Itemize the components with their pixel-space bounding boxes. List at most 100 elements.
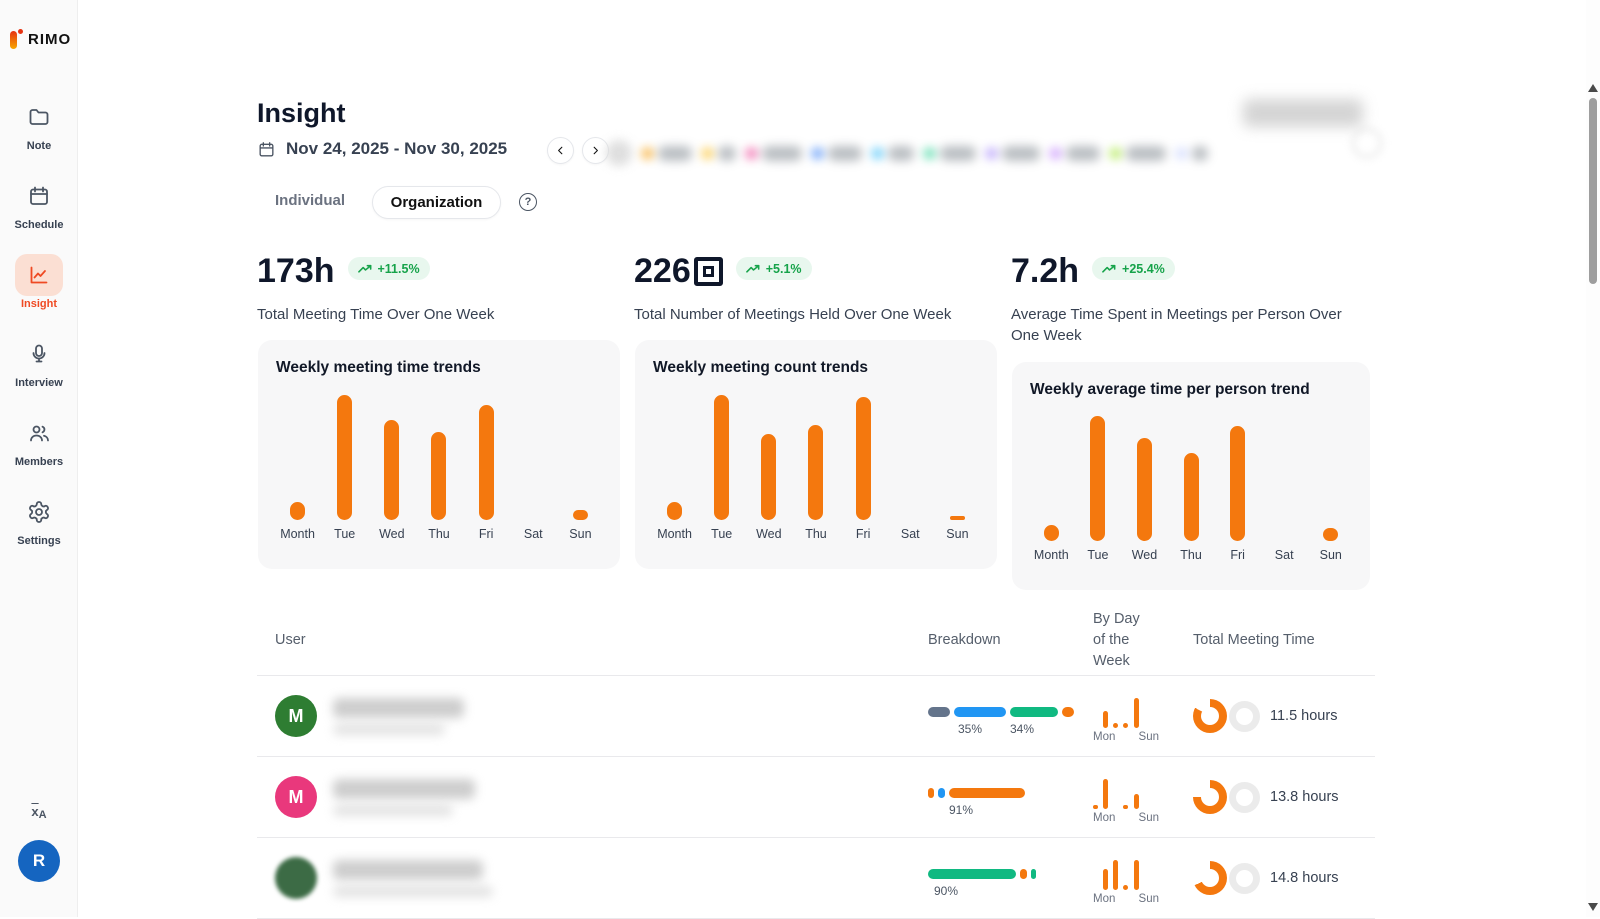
- legend-color-dot: [1050, 147, 1061, 159]
- by-day-cell: Mon Sun: [1093, 771, 1159, 824]
- redacted-name-line: [333, 859, 483, 880]
- mini-axis-label: Mon: [1093, 811, 1116, 824]
- breakdown-percent-label: 35%: [958, 721, 983, 736]
- mini-axis-label: Mon: [1093, 730, 1116, 743]
- bar-sun: [949, 516, 965, 520]
- breakdown-segment: [1062, 706, 1074, 717]
- legend-item[interactable]: [1176, 145, 1208, 161]
- breakdown-cell: 90%: [928, 857, 1093, 900]
- x-axis-label: Month: [1033, 548, 1069, 563]
- date-range-text[interactable]: Nov 24, 2025 - Nov 30, 2025: [286, 139, 508, 158]
- redacted-subtext-line: [333, 885, 493, 897]
- legend-item[interactable]: [872, 145, 914, 161]
- chart-title: Weekly meeting count trends: [653, 359, 869, 376]
- sidebar-item-settings[interactable]: Settings: [0, 491, 78, 547]
- date-range-picker[interactable]: Nov 24, 2025 - Nov 30, 2025: [257, 139, 507, 159]
- total-meeting-time: 14.8 hours: [1270, 870, 1339, 886]
- chart-title: Weekly meeting time trends: [276, 359, 481, 376]
- by-day-mini-chart: [1093, 777, 1159, 809]
- legend-item[interactable]: [812, 145, 862, 161]
- total-meeting-time: 11.5 hours: [1270, 708, 1338, 724]
- column-header-breakdown: Breakdown: [928, 632, 1001, 648]
- table-row[interactable]: M 35% 34% Mon Sun 11.5 hours: [257, 676, 1375, 757]
- scrollbar-thumb[interactable]: [1589, 98, 1597, 284]
- breakdown-cell: 91%: [928, 776, 1093, 819]
- empty-donut: [1229, 862, 1260, 894]
- chart-column: Thu: [1168, 414, 1215, 566]
- x-axis-label: Sun: [569, 527, 592, 541]
- redacted-name-line: [333, 778, 475, 799]
- translate-icon[interactable]: xA: [31, 804, 47, 821]
- scroll-down-arrow[interactable]: [1588, 903, 1598, 911]
- mini-bar: [1103, 868, 1109, 890]
- people-icon: [15, 412, 63, 454]
- chart-card-meeting-time: Weekly meeting time trends Month Tue Wed Th…: [258, 340, 620, 569]
- redacted-legend-label: [1126, 145, 1166, 161]
- sidebar-item-note[interactable]: Note: [0, 96, 78, 152]
- table-row[interactable]: M 91% Mon Sun 13.8 hours: [257, 757, 1375, 838]
- mini-axis-label: Sun: [1138, 730, 1159, 743]
- table-row[interactable]: 90% Mon Sun 14.8 hours: [257, 838, 1375, 919]
- redacted-circle-button[interactable]: [1352, 128, 1382, 158]
- previous-week-button[interactable]: [547, 137, 574, 164]
- stat-label: Total Meeting Time Over One Week: [257, 306, 495, 323]
- x-axis-label: Thu: [805, 527, 827, 541]
- legend-item[interactable]: [642, 145, 692, 161]
- legend-item[interactable]: [986, 145, 1040, 161]
- stat-label: Average Time Spent in Meetings per Perso…: [1011, 306, 1342, 344]
- app-logo[interactable]: RIMO: [10, 28, 71, 50]
- x-axis-label: Sat: [1274, 548, 1294, 563]
- x-axis-label: Tue: [711, 527, 733, 541]
- mini-axis-label: Sun: [1138, 892, 1159, 905]
- x-axis-label: Sun: [946, 527, 969, 541]
- chevron-right-icon: [593, 146, 598, 155]
- redacted-legend-label: [940, 145, 976, 161]
- legend-item[interactable]: [702, 145, 736, 161]
- redacted-dropdown[interactable]: [1243, 99, 1363, 127]
- trend-up-icon: [357, 264, 371, 273]
- delta-badge: +5.1%: [735, 257, 812, 280]
- stat-average-time: 7.2h +25.4% Average Time Spent in Meeting…: [1011, 252, 1356, 346]
- x-axis-label: Tue: [334, 527, 356, 541]
- user-avatar[interactable]: R: [18, 840, 60, 882]
- total-cell: 13.8 hours: [1193, 780, 1375, 814]
- stat-value: 226: [634, 252, 691, 290]
- legend-item[interactable]: [1110, 145, 1166, 161]
- mini-axis-label: Sun: [1138, 811, 1159, 824]
- sidebar-item-members[interactable]: Members: [0, 412, 78, 468]
- sidebar-item-schedule[interactable]: Schedule: [0, 175, 78, 231]
- scroll-up-arrow[interactable]: [1588, 84, 1598, 92]
- tab-individual[interactable]: Individual: [275, 192, 346, 209]
- sidebar-item-label: Schedule: [14, 219, 64, 231]
- sidebar-item-label: Note: [26, 140, 52, 152]
- bar-sun: [572, 510, 588, 520]
- stat-total-meetings: 226 +5.1% Total Number of Meetings Held O…: [634, 252, 951, 325]
- microphone-icon: [15, 333, 63, 375]
- bar-tue: [1090, 416, 1106, 542]
- gear-icon: [15, 491, 63, 533]
- legend-color-dot: [1110, 147, 1121, 159]
- stat-total-meeting-time: 173h +11.5% Total Meeting Time Over One W…: [257, 252, 494, 325]
- empty-donut: [1229, 781, 1260, 813]
- legend-item[interactable]: [746, 145, 802, 161]
- kai-counter-glyph: [693, 257, 723, 286]
- legend-item[interactable]: [1050, 145, 1100, 161]
- breakdown-percent-label: 91%: [949, 802, 974, 817]
- chart-card-average-time: Weekly average time per person trend Mon…: [1012, 362, 1370, 590]
- legend-color-dot: [642, 147, 653, 159]
- chart-column: Thu: [415, 392, 462, 545]
- x-axis-label: Thu: [1180, 548, 1202, 563]
- legend-item[interactable]: [924, 145, 976, 161]
- breakdown-segment: [1020, 868, 1027, 879]
- sidebar-item-interview[interactable]: Interview: [0, 333, 78, 389]
- mini-axis-label: Mon: [1093, 892, 1116, 905]
- next-week-button[interactable]: [582, 137, 609, 164]
- breakdown-percent-label: 90%: [934, 883, 959, 898]
- mini-bar: [1103, 778, 1109, 809]
- redacted-legend-avatar: [606, 140, 632, 166]
- breakdown-cell: 35% 34%: [928, 695, 1093, 738]
- table-body: M 35% 34% Mon Sun 11.5 hours M 91% Mon Sun 13.8 ho…: [257, 676, 1375, 919]
- help-icon[interactable]: ?: [519, 193, 537, 211]
- tab-organization[interactable]: Organization: [372, 186, 501, 219]
- sidebar-item-insight[interactable]: Insight: [0, 254, 78, 310]
